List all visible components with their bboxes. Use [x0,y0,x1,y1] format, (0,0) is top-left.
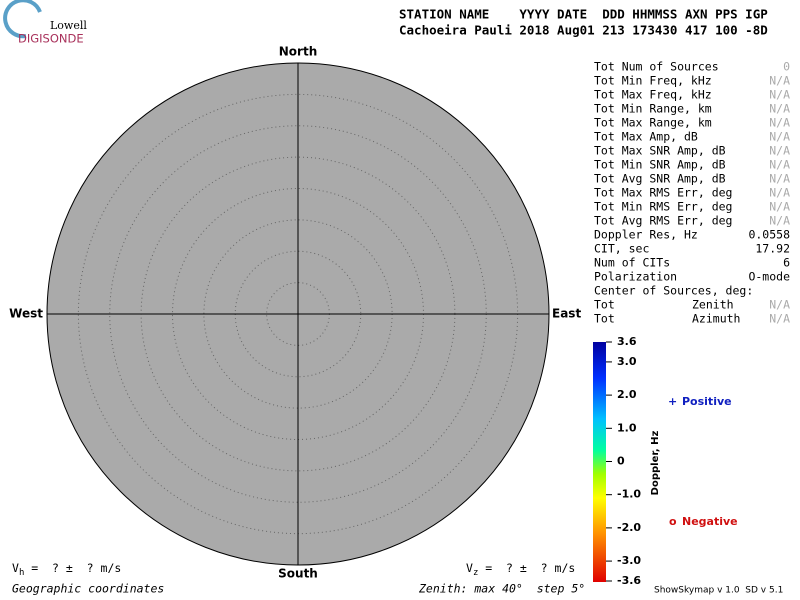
coords: Geographic coordinates [12,582,164,596]
logo-bottom: DIGISONDE [18,32,84,46]
stat-label: Polarization [594,270,677,284]
colorbar-tick-label: 3.6 [617,335,637,348]
center-value: N/A [769,312,790,326]
stat-label: Tot Min RMS Err, deg [594,200,732,214]
stat-label: Tot Max Range, km [594,116,712,130]
stat-value: N/A [769,74,790,88]
stat-label: Tot Min SNR Amp, dB [594,158,726,172]
vz: Vz = ? ± ? m/s [466,561,575,578]
center-name: Zenith [692,298,734,312]
positive-text: Positive [682,395,732,408]
stat-label: Doppler Res, Hz [594,228,698,242]
logo-arc [3,0,42,39]
vh: Vh = ? ± ? m/s [12,561,121,578]
south-label: South [278,567,318,581]
colorbar [593,342,606,582]
stat-label: Num of CITs [594,256,670,270]
stat-label: Tot Max Freq, kHz [594,88,712,102]
positive-symbol: + [668,395,677,408]
stat-label: Tot Min Range, km [594,102,712,116]
stat-label: Tot Avg RMS Err, deg [594,214,732,228]
stat-label: Tot Max SNR Amp, dB [594,144,726,158]
stat-label: Tot Avg SNR Amp, dB [594,172,726,186]
colorbar-tick-label: 0 [617,455,625,468]
stat-value: 17.92 [755,242,790,256]
stat-value: N/A [769,144,790,158]
colorbar-tick-label: -2.0 [617,521,641,534]
stat-value: N/A [769,172,790,186]
center-label: Tot [594,312,615,326]
stat-label: Tot Num of Sources [594,60,719,74]
stat-value: N/A [769,186,790,200]
center-value: N/A [769,298,790,312]
logo-top: Lowell [50,19,87,32]
header-values: Cachoeira Pauli 2018 Aug01 213 173430 41… [399,23,768,38]
stat-label: CIT, sec [594,242,649,256]
stat-value: 0.0558 [748,228,790,242]
stat-value: 6 [783,256,790,270]
header-labels: STATION NAME YYYY DATE DDD HHMMSS AXN PP… [399,7,768,22]
colorbar-label: Doppler, Hz [650,431,661,496]
stat-value: N/A [769,214,790,228]
stat-value: O-mode [748,270,790,284]
center-name: Azimuth [692,312,740,326]
negative-symbol: o [669,515,677,528]
stat-value: N/A [769,102,790,116]
stat-value: N/A [769,130,790,144]
version: ShowSkymap v 1.0 SD v 5.1 [654,586,783,596]
colorbar-tick-label: -3.0 [617,554,641,567]
stat-value: N/A [769,88,790,102]
colorbar-tick-label: 1.0 [617,421,637,434]
stat-label: Tot Max RMS Err, deg [594,186,732,200]
colorbar-tick-label: 3.0 [617,355,637,368]
center-title: Center of Sources, deg: [594,284,753,298]
stat-label: Tot Max Amp, dB [594,130,698,144]
colorbar-tick-label: 2.0 [617,388,637,401]
center-label: Tot [594,298,615,312]
north-label: North [279,45,317,59]
stat-value: N/A [769,158,790,172]
stat-label: Tot Min Freq, kHz [594,74,712,88]
zenith: Zenith: max 40° step 5° [418,582,585,596]
negative-text: Negative [682,515,738,528]
west-label: West [9,307,43,321]
colorbar-tick-label: -3.6 [617,574,641,587]
stat-value: N/A [769,116,790,130]
east-label: East [552,307,581,321]
colorbar-tick-label: -1.0 [617,488,641,501]
stat-value: 0 [783,60,790,74]
stat-value: N/A [769,200,790,214]
